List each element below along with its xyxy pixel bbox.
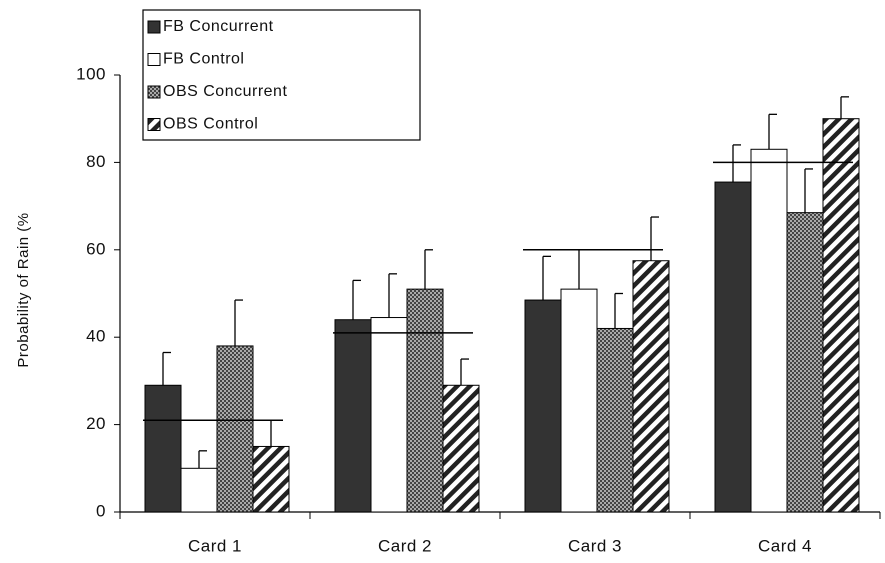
bar bbox=[144, 384, 182, 513]
error-bar bbox=[234, 299, 243, 346]
error-bar bbox=[424, 249, 433, 290]
bar bbox=[750, 148, 788, 513]
y-tick-label: 60 bbox=[86, 239, 106, 258]
bar bbox=[786, 212, 824, 513]
legend-label: FB Control bbox=[163, 51, 244, 68]
bar bbox=[334, 319, 372, 513]
error-bar bbox=[732, 144, 741, 183]
error-bar bbox=[768, 113, 777, 150]
error-bar bbox=[388, 273, 397, 318]
legend-label: OBS Concurrent bbox=[163, 83, 287, 100]
y-tick-label: 100 bbox=[76, 64, 106, 83]
legend-label: FB Concurrent bbox=[163, 18, 274, 35]
y-tick-label: 20 bbox=[86, 414, 106, 433]
y-tick-label: 40 bbox=[86, 327, 106, 346]
legend-swatch bbox=[147, 20, 161, 34]
error-bar bbox=[162, 351, 171, 386]
error-bar bbox=[270, 419, 279, 447]
legend-swatch bbox=[147, 85, 161, 99]
bar bbox=[442, 384, 480, 513]
bar bbox=[596, 327, 634, 513]
error-bar bbox=[198, 450, 207, 469]
bar bbox=[252, 445, 290, 513]
legend-swatch bbox=[147, 118, 161, 131]
x-tick-label: Card 1 bbox=[188, 536, 242, 555]
x-tick-label: Card 4 bbox=[758, 536, 812, 555]
error-bar bbox=[840, 96, 849, 119]
bar bbox=[560, 288, 598, 513]
error-bar bbox=[460, 358, 469, 386]
bar bbox=[714, 181, 752, 513]
bar bbox=[406, 288, 444, 513]
bar bbox=[822, 118, 860, 513]
bar bbox=[216, 345, 254, 513]
y-axis-label: Probability of Rain (% bbox=[15, 212, 32, 367]
legend-label: OBS Control bbox=[163, 116, 258, 133]
error-bar bbox=[614, 292, 623, 329]
error-bar bbox=[804, 168, 813, 213]
legend: FB Concurrent FB Control OBS Concurrent OBS… bbox=[147, 18, 287, 133]
bar bbox=[180, 467, 218, 513]
x-tick-label: Card 2 bbox=[378, 536, 432, 555]
error-bar bbox=[352, 279, 361, 320]
legend-swatch bbox=[147, 53, 161, 66]
error-bar bbox=[542, 255, 551, 301]
y-tick-label: 80 bbox=[86, 152, 106, 171]
y-tick-label: 0 bbox=[96, 501, 106, 520]
bar bbox=[632, 260, 670, 513]
error-bar bbox=[578, 249, 587, 290]
bar bbox=[524, 299, 562, 513]
legend-box bbox=[142, 9, 421, 141]
x-tick-label: Card 3 bbox=[568, 536, 622, 555]
bar bbox=[370, 317, 408, 513]
error-bar bbox=[650, 216, 659, 261]
